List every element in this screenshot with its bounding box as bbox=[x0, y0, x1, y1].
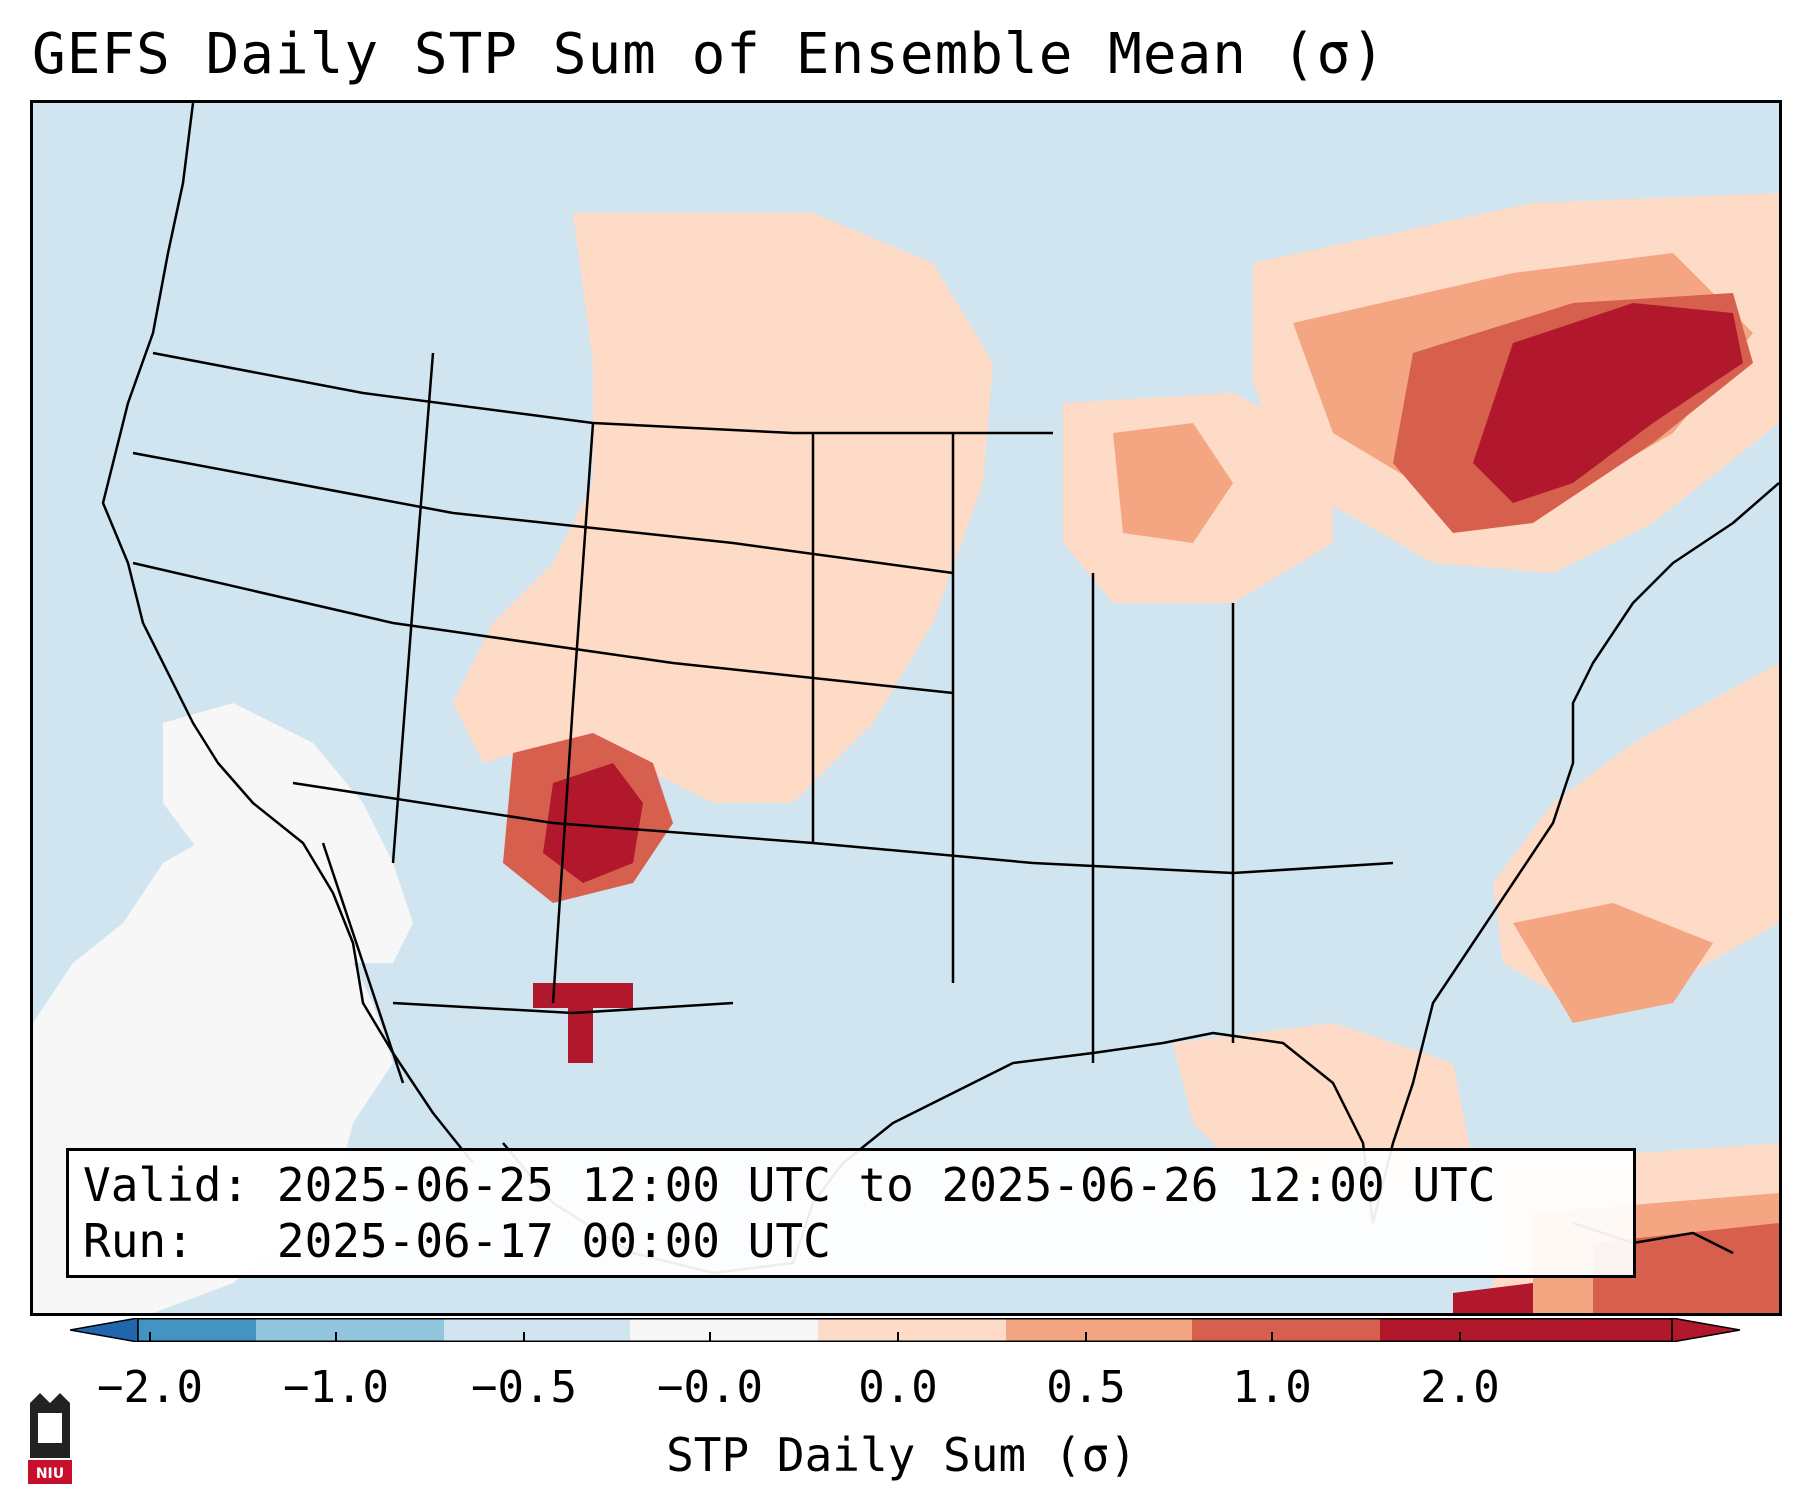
colorbar-tick-label: 2.0 bbox=[1420, 1362, 1500, 1413]
map-svg bbox=[33, 103, 1779, 1313]
colorbar-title: STP Daily Sum (σ) bbox=[666, 1428, 1137, 1482]
southern-state-line bbox=[292, 781, 1394, 875]
colorbar-outline bbox=[137, 1318, 1673, 1342]
coastlines bbox=[101, 103, 1779, 1275]
colorbar-tick-label: −1.0 bbox=[283, 1362, 389, 1413]
northeast-high-area bbox=[1473, 303, 1743, 503]
colorbar-segment bbox=[1006, 1318, 1192, 1342]
northern-state-line bbox=[132, 451, 954, 575]
colorbar-segment bbox=[1192, 1318, 1380, 1342]
colorbar bbox=[70, 1318, 1740, 1342]
michigan-medium-area bbox=[1113, 423, 1233, 543]
colorbar-segment bbox=[256, 1318, 444, 1342]
northern-plains-light-area bbox=[453, 213, 993, 803]
caribbean-high-area bbox=[1453, 1283, 1533, 1313]
logo-window bbox=[38, 1413, 62, 1443]
valid-info-box: Valid: 2025-06-25 12:00 UTC to 2025-06-2… bbox=[66, 1148, 1636, 1278]
colorbar-tick-label: −2.0 bbox=[97, 1362, 203, 1413]
wyoming-line bbox=[551, 422, 595, 1004]
mexico-high-area bbox=[533, 983, 633, 1063]
niu-logo: NIU bbox=[28, 1393, 72, 1484]
colorbar-segment bbox=[818, 1318, 1006, 1342]
state-borders bbox=[132, 351, 1394, 1063]
colorbar-extend-low bbox=[70, 1318, 139, 1342]
colorbar-segment bbox=[1380, 1318, 1672, 1342]
colorbar-segment bbox=[138, 1318, 256, 1342]
caribbean-dark-area bbox=[1593, 1223, 1779, 1313]
baja-coastline bbox=[321, 842, 405, 1084]
logo-text: NIU bbox=[36, 1466, 64, 1482]
map-panel bbox=[30, 100, 1782, 1316]
colorbar-tick-label: −0.5 bbox=[471, 1362, 577, 1413]
colorbar-extend-high bbox=[1671, 1318, 1740, 1342]
logo-banner bbox=[28, 1460, 72, 1484]
great-basin-neutral-area bbox=[163, 703, 413, 963]
valid-label: Valid: bbox=[83, 1158, 250, 1212]
colorbar-tick-label: 0.0 bbox=[858, 1362, 938, 1413]
idaho-line bbox=[391, 352, 435, 864]
run-label: Run: bbox=[83, 1214, 194, 1268]
colorbar-tick-label: 0.5 bbox=[1046, 1362, 1126, 1413]
valid-value: 2025-06-25 12:00 UTC to 2025-06-26 12:00… bbox=[276, 1158, 1496, 1212]
chart-title: GEFS Daily STP Sum of Ensemble Mean (σ) bbox=[32, 22, 1386, 87]
colorbar-tick-label: −0.0 bbox=[657, 1362, 763, 1413]
west-coastline bbox=[101, 103, 474, 1164]
atlantic-medium-area bbox=[1513, 903, 1713, 1023]
colorbar-segment bbox=[444, 1318, 630, 1342]
colorbar-segment bbox=[630, 1318, 818, 1342]
east-coastline bbox=[1371, 482, 1779, 1224]
run-value: 2025-06-17 00:00 UTC bbox=[276, 1214, 831, 1268]
colorbar-tick-label: 1.0 bbox=[1232, 1362, 1312, 1413]
mexico-border bbox=[392, 1001, 734, 1015]
